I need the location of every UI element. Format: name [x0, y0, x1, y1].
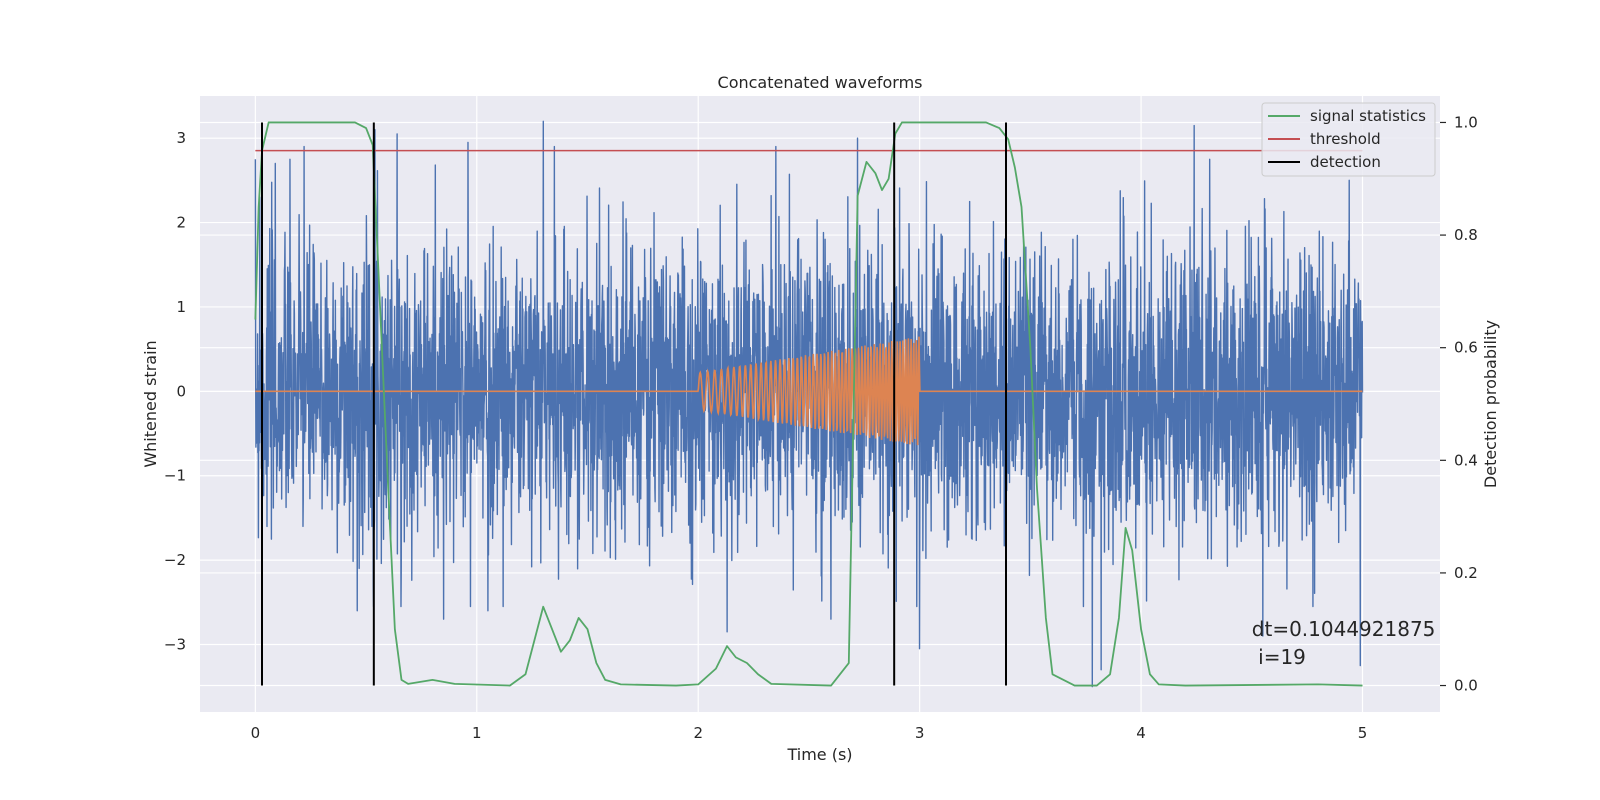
- y2-tick-label: 0.8: [1454, 226, 1478, 244]
- series-right-axis: [254, 121, 1363, 687]
- y2-tick-label: 1.0: [1454, 113, 1478, 131]
- legend-label-threshold: threshold: [1310, 130, 1381, 148]
- y2-tick-label: 0.2: [1454, 564, 1478, 582]
- chart-title: Concatenated waveforms: [718, 73, 923, 92]
- legend-label-signal-statistics: signal statistics: [1310, 107, 1426, 125]
- ticks: 0 1 2 3 4 5 −3 −2 −1 0 1 2 3 0.0 0.2 0.4 0.6 0.8 1.0: [164, 113, 1478, 742]
- y-tick-label: −2: [164, 551, 186, 569]
- annotation-dt: dt=0.1044921875: [1252, 617, 1436, 641]
- y-tick-label: 1: [176, 298, 186, 316]
- legend: signal statistics threshold detection: [1261, 102, 1436, 177]
- x-axis-label: Time (s): [786, 745, 852, 764]
- y2-tick-label: 0.4: [1454, 451, 1478, 469]
- x-tick-label: 1: [472, 724, 482, 742]
- y-tick-label: −1: [164, 467, 186, 485]
- x-tick-label: 4: [1136, 724, 1146, 742]
- y-tick-label: 2: [176, 214, 186, 232]
- y2-tick-label: 0.6: [1454, 339, 1478, 357]
- y2-axis-label: Detection probability: [1481, 320, 1500, 488]
- series-waveform: [255, 336, 1363, 446]
- x-tick-label: 0: [251, 724, 261, 742]
- y-tick-label: −3: [164, 635, 186, 653]
- legend-box: [1261, 102, 1436, 177]
- y-axis-label: Whitened strain: [141, 340, 160, 467]
- x-tick-label: 3: [915, 724, 925, 742]
- waveform-line: [255, 336, 1363, 446]
- x-tick-label: 2: [693, 724, 703, 742]
- x-tick-label: 5: [1358, 724, 1368, 742]
- annotation-i: i=19: [1252, 645, 1306, 669]
- signal-statistics-line: [254, 121, 1363, 687]
- y-tick-label: 3: [176, 129, 186, 147]
- legend-label-detection: detection: [1310, 153, 1381, 171]
- y2-tick-label: 0.0: [1454, 677, 1478, 695]
- y-tick-label: 0: [176, 382, 186, 400]
